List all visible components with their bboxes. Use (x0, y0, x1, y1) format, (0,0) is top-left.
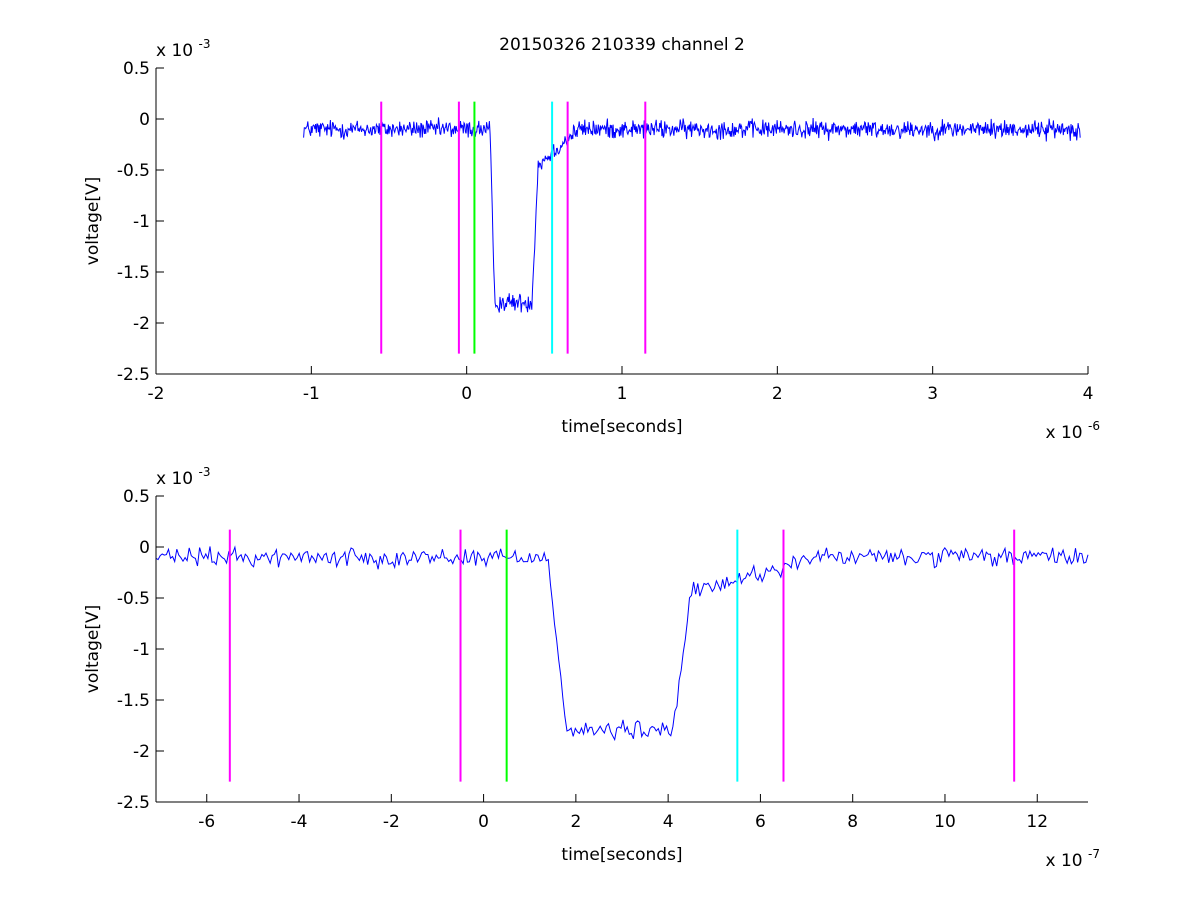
x-axis-label: time[seconds] (561, 845, 682, 865)
plot-area (156, 496, 1088, 802)
y-tick-label: -1 (133, 212, 150, 232)
x-tick-label: 0 (461, 384, 472, 404)
x-exponent-label: x 10 -7 (1046, 847, 1100, 871)
x-tick-label: 4 (663, 812, 674, 832)
x-tick-label: -2 (383, 812, 400, 832)
y-exponent-label: x 10 -3 (156, 37, 210, 61)
x-tick-label: 2 (570, 812, 581, 832)
y-tick-label: -0.5 (117, 161, 150, 181)
x-tick-label: 12 (1026, 812, 1048, 832)
y-tick-label: 0 (139, 110, 150, 130)
x-exponent-power: -6 (1088, 419, 1100, 433)
x-tick-label: -4 (291, 812, 308, 832)
x-tick-label: -6 (198, 812, 215, 832)
y-tick-label: -2 (133, 742, 150, 762)
x-axis-label: time[seconds] (561, 417, 682, 437)
y-tick-label: 0 (139, 538, 150, 558)
x-tick-label: 8 (847, 812, 858, 832)
x-tick-label: -2 (148, 384, 165, 404)
y-tick-label: -1.5 (117, 263, 150, 283)
bottom-plot-panel: -6 -4 -2 0 2 4 6 8 10 12 -2.5 -2 -1.5 -1 -0.5 0 0.5 time[… (83, 465, 1100, 871)
x-exponent-label: x 10 -6 (1046, 419, 1100, 443)
top-plot-panel: -2 -1 0 1 2 3 4-2.5-2-1.5-1-0.500.5time[second… (83, 35, 1100, 443)
y-axis-label: voltage[V] (83, 605, 103, 693)
y-tick-label: -0.5 (117, 589, 150, 609)
y-tick-label: -1.5 (117, 691, 150, 711)
y-exponent-power: -3 (199, 37, 211, 51)
y-tick-label: 0.5 (123, 487, 150, 507)
y-axis-label: voltage[V] (83, 177, 103, 265)
chart-title: 20150326 210339 channel 2 (499, 35, 745, 55)
x-tick-label: 1 (617, 384, 628, 404)
plot-area (156, 68, 1088, 374)
x-tick-label: 4 (1083, 384, 1094, 404)
y-exponent-power: -3 (199, 465, 211, 479)
signal-trace (155, 545, 1089, 742)
y-tick-label: -2.5 (117, 365, 150, 385)
x-exponent-power: -7 (1088, 847, 1100, 861)
x-tick-label: 0 (478, 812, 489, 832)
y-tick-label: -1 (133, 640, 150, 660)
y-exponent-label: x 10 -3 (156, 465, 210, 489)
x-tick-label: 6 (755, 812, 766, 832)
y-tick-label: -2 (133, 314, 150, 334)
x-tick-label: 3 (927, 384, 938, 404)
x-tick-label: 2 (772, 384, 783, 404)
x-tick-label: 10 (934, 812, 956, 832)
y-tick-label: 0.5 (123, 59, 150, 79)
signal-trace (303, 117, 1081, 313)
x-tick-label: -1 (303, 384, 320, 404)
y-tick-label: -2.5 (117, 793, 150, 813)
